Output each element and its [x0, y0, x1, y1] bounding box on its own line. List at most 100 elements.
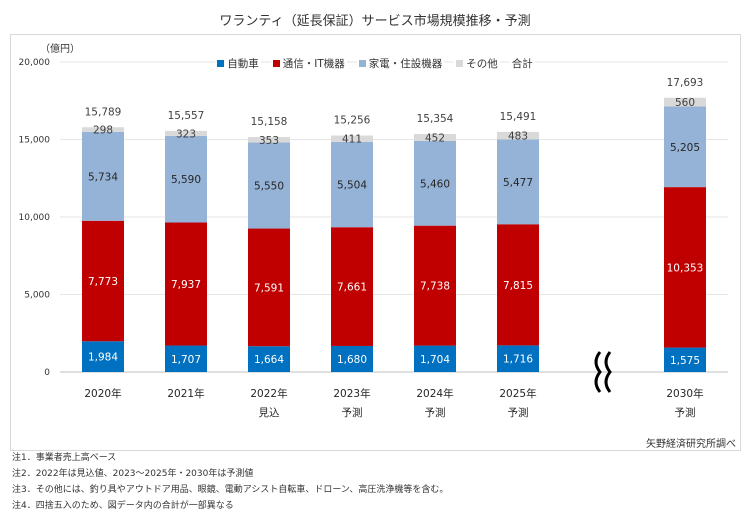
bar-segment — [664, 97, 706, 107]
note-4: 注4．四捨五入のため、図データ内の合計が一部異なる — [12, 501, 234, 511]
y-tick-label: 20,000 — [19, 58, 51, 68]
bar-segment — [331, 141, 373, 228]
x-tick-label: 2030年 — [666, 387, 703, 400]
total-label: 15,354 — [417, 113, 454, 125]
data-label: 7,591 — [254, 282, 284, 294]
legend-item-auto: 自動車 — [215, 58, 261, 70]
bar-segment — [331, 135, 373, 142]
data-label: 10,353 — [667, 262, 704, 274]
bar-segment — [82, 127, 124, 132]
footnotes: 注1．事業者売上高ベース 注2．2022年は見込値、2023～2025年・203… — [12, 450, 448, 514]
legend-swatch — [217, 60, 225, 67]
data-label: 5,477 — [503, 177, 533, 189]
bar-segment — [414, 134, 456, 142]
chart-title: ワランティ（延長保証）サービス市場規模推移・予測 — [219, 14, 531, 29]
bar-segment — [497, 131, 539, 140]
total-label: 17,693 — [667, 77, 704, 89]
data-label: 5,590 — [171, 174, 201, 186]
total-label: 15,256 — [334, 115, 371, 127]
x-tick-sublabel: 予測 — [508, 406, 529, 419]
bar-segment — [165, 345, 207, 372]
x-tick-label: 2020年 — [84, 387, 121, 400]
data-label: 5,550 — [254, 181, 284, 193]
legend-item-it: 通信・IT機器 — [270, 58, 347, 70]
x-tick-label: 2025年 — [499, 387, 536, 400]
data-label: 452 — [425, 133, 445, 145]
bar-segment — [82, 131, 124, 221]
legend: 自動車 通信・IT機器 家電・住設機器 その他 合計 — [0, 56, 750, 71]
data-label: 7,937 — [171, 279, 201, 291]
legend-item-other: その他 — [454, 58, 500, 70]
axis-break-icon — [604, 351, 612, 393]
bar-segment — [248, 142, 290, 229]
bar-segment — [664, 106, 706, 188]
y-tick-label: 5,000 — [24, 291, 50, 301]
data-label: 5,205 — [670, 142, 700, 154]
x-tick-sublabel: 予測 — [425, 406, 446, 419]
data-label: 7,773 — [88, 276, 118, 288]
x-tick-label: 2021年 — [167, 387, 204, 400]
note-3: 注3．その他には、釣り具やアウトドア用品、眼鏡、電動アシスト自転車、ドローン、高… — [12, 485, 449, 495]
bar-segment — [248, 346, 290, 372]
bar-segment — [165, 222, 207, 346]
bar-segment — [82, 220, 124, 342]
data-label: 560 — [675, 97, 695, 109]
legend-swatch — [456, 60, 464, 67]
data-label: 298 — [93, 125, 113, 137]
bar-segment — [664, 347, 706, 372]
data-label: 1,716 — [503, 354, 533, 366]
x-tick-sublabel: 予測 — [675, 406, 696, 419]
bar-segment — [331, 345, 373, 372]
bar-segment — [414, 141, 456, 226]
bar-segment — [248, 137, 290, 143]
y-tick-label: 10,000 — [19, 213, 51, 223]
bar-segment — [497, 224, 539, 346]
data-label: 1,664 — [254, 354, 284, 366]
y-axis-unit: （億円） — [40, 44, 80, 55]
bar-segment — [248, 228, 290, 347]
x-tick-sublabel: 見込 — [259, 407, 280, 419]
data-label: 5,460 — [420, 178, 450, 190]
data-label: 7,661 — [337, 282, 367, 294]
axis-break-icon — [594, 351, 602, 393]
bar-segment — [82, 341, 124, 372]
total-label: 15,557 — [168, 110, 205, 122]
data-label: 1,707 — [171, 354, 201, 366]
data-label: 411 — [342, 134, 362, 146]
bar-segment — [664, 187, 706, 348]
legend-item-total: 合計 — [509, 58, 535, 70]
legend-item-appliance: 家電・住設機器 — [356, 58, 445, 70]
data-label: 483 — [508, 131, 528, 143]
x-tick-sublabel: 予測 — [342, 406, 363, 419]
data-label: 7,815 — [503, 280, 533, 292]
legend-swatch — [358, 60, 366, 67]
chart-svg: 0 5,000 10,000 15,000 20,000 1,984 7,773 5,734 2… — [19, 58, 728, 419]
chart-frame — [10, 34, 741, 451]
total-label: 15,789 — [85, 106, 122, 118]
bar-segment — [497, 345, 539, 372]
data-label: 5,504 — [337, 180, 367, 192]
note-1: 注1．事業者売上高ベース — [12, 453, 117, 463]
legend-swatch — [272, 60, 280, 67]
note-2: 注2．2022年は見込値、2023～2025年・2030年は予測値 — [12, 469, 254, 479]
bar-segment — [414, 225, 456, 346]
y-tick-label: 0 — [44, 368, 50, 378]
x-tick-label: 2024年 — [416, 387, 453, 400]
bar-segment — [497, 139, 539, 225]
data-label: 323 — [176, 128, 196, 140]
source-credit: 矢野経済研究所調べ — [646, 439, 736, 450]
data-label: 1,704 — [420, 354, 450, 366]
total-label: 15,491 — [500, 111, 537, 123]
bar-segment — [331, 227, 373, 346]
data-label: 1,984 — [88, 352, 118, 364]
data-label: 7,738 — [420, 281, 450, 293]
data-label: 1,575 — [670, 355, 700, 367]
bar-segment — [165, 130, 207, 136]
y-tick-label: 15,000 — [19, 136, 51, 146]
bar-segment — [414, 345, 456, 372]
data-label: 353 — [259, 135, 279, 147]
x-tick-label: 2023年 — [333, 387, 370, 400]
x-tick-label: 2022年 — [250, 387, 287, 400]
bar-segment — [165, 135, 207, 223]
